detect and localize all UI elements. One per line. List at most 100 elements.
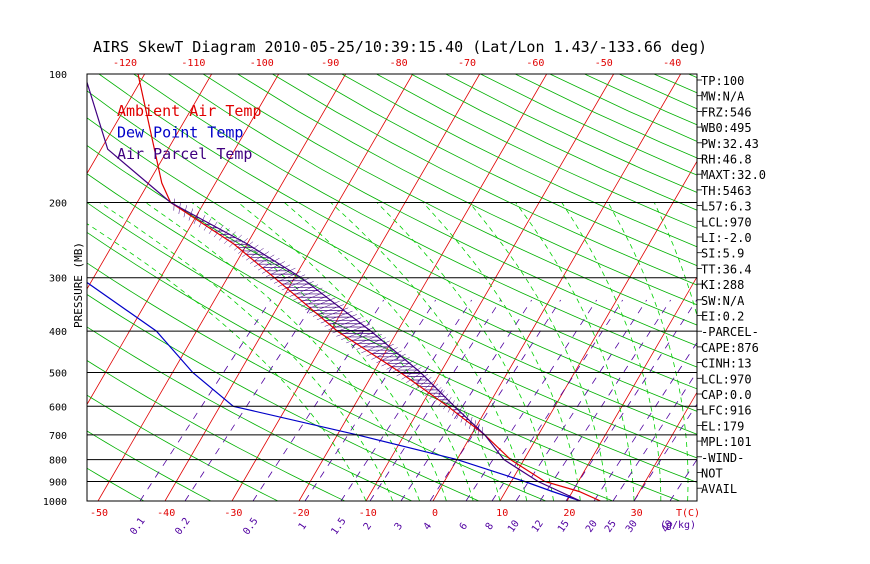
pressure-tick-label: 100: [49, 70, 67, 81]
pressure-tick-label: 600: [49, 402, 67, 413]
index-label: MPL:101: [701, 435, 752, 449]
top-temp-tick-label: -60: [526, 58, 544, 69]
y-axis-label: PRESSURE (MB): [72, 242, 85, 328]
index-label: LCL:970: [701, 372, 752, 386]
isotherm-line: [366, 74, 614, 501]
index-label: NOT: [701, 467, 723, 481]
index-label: RH:46.8: [701, 153, 752, 167]
top-temp-tick-label: -90: [321, 58, 339, 69]
mixing-ratio-line: [370, 300, 501, 501]
bottom-temp-tick-label: -10: [359, 508, 377, 519]
index-label: MAXT:32.0: [701, 168, 766, 182]
index-label: CAP:0.0: [701, 388, 752, 402]
mixing-ratio-label: 0.5: [241, 516, 260, 537]
top-temp-tick-label: -40: [663, 58, 681, 69]
pressure-tick-label: 1000: [43, 497, 67, 508]
dry-adiabat-line: [793, 74, 870, 501]
pressure-tick-label: 500: [49, 368, 67, 379]
dry-adiabat-line: [272, 74, 870, 501]
mixing-ratio-label: 15: [556, 518, 572, 534]
moist-adiabat-line: [516, 203, 634, 502]
index-label: KI:288: [701, 278, 744, 292]
isotherm-line: [768, 74, 870, 501]
index-label: SW:N/A: [701, 294, 745, 308]
index-label: EI:0.2: [701, 310, 744, 324]
moist-adiabat-line: [331, 203, 527, 502]
mixing-ratio-label: 20: [584, 518, 600, 534]
mixing-ratio-label: 30: [624, 518, 640, 534]
index-label: AVAIL: [701, 482, 737, 496]
index-label: TP:100: [701, 74, 744, 88]
isotherm-line: [567, 74, 815, 501]
mixing-ratio-label: 12: [530, 518, 546, 534]
index-label: WB0:495: [701, 121, 752, 135]
mixing-ratio-line: [516, 300, 647, 501]
bottom-temp-tick-label: -50: [90, 508, 108, 519]
isotherm-line: [835, 74, 870, 501]
dry-adiabat-line: [0, 74, 747, 501]
index-label: CINH:13: [701, 357, 752, 371]
moist-adiabat-line: [53, 203, 366, 502]
bottom-temp-tick-label: -40: [157, 508, 175, 519]
index-label: PW:32.43: [701, 137, 759, 151]
dry-adiabat-line: [377, 74, 870, 501]
mixing-ratio-line: [185, 300, 316, 501]
chart-title: AIRS SkewT Diagram 2010-05-25/10:39:15.4…: [93, 38, 707, 56]
bottom-temp-tick-label: 20: [563, 508, 575, 519]
dry-adiabat-line: [307, 74, 870, 501]
top-temp-tick-label: -80: [390, 58, 408, 69]
index-label: LFC:916: [701, 404, 752, 418]
index-label: TT:36.4: [701, 262, 752, 276]
index-label: FRZ:546: [701, 105, 752, 119]
moist-adiabat-line: [377, 203, 554, 502]
moist-adiabat-line: [192, 203, 446, 502]
index-label: MW:N/A: [701, 90, 745, 104]
mixing-ratio-label: 1: [297, 521, 309, 532]
legend-label: Ambient Air Temp: [117, 102, 262, 120]
dry-adiabat-line: [515, 74, 870, 501]
dry-adiabat-line: [134, 74, 870, 501]
index-label: -WIND-: [701, 451, 744, 465]
bottom-temp-tick-label: -30: [224, 508, 242, 519]
bottom-temp-tick-label: -20: [292, 508, 310, 519]
dry-adiabat-line: [168, 74, 870, 501]
mixing-ratio-label: 6: [458, 521, 470, 532]
moist-adiabat-line: [238, 203, 473, 502]
index-label: TH:5463: [701, 184, 752, 198]
legend-label: Dew Point Temp: [117, 124, 243, 142]
pressure-tick-label: 800: [49, 456, 67, 467]
pressure-tick-label: 300: [49, 274, 67, 285]
top-temp-tick-label: -110: [181, 58, 205, 69]
mixing-ratio-line: [401, 300, 532, 501]
index-label: CAPE:876: [701, 341, 759, 355]
pressure-tick-label: 700: [49, 431, 67, 442]
bottom-temp-tick-label: 0: [432, 508, 438, 519]
index-label: L57:6.3: [701, 200, 752, 214]
index-label: -PARCEL-: [701, 325, 759, 339]
moist-adiabat-line: [562, 203, 661, 502]
mixing-ratio-label: 3: [393, 521, 405, 532]
bottom-temp-tick-label: 30: [631, 508, 643, 519]
top-temp-tick-label: -120: [113, 58, 137, 69]
mixing-ratio-unit: (g/kg): [660, 520, 696, 531]
mixing-ratio-line: [430, 300, 561, 501]
pressure-tick-label: 400: [49, 327, 67, 338]
mixing-ratio-label: 2: [362, 521, 374, 532]
mixing-ratio-label: 4: [422, 521, 434, 532]
top-temp-tick-label: -100: [250, 58, 274, 69]
pressure-tick-label: 200: [49, 199, 67, 210]
temp-unit-label: T(C): [676, 508, 700, 519]
isotherm-line: [0, 74, 11, 501]
mixing-ratio-label: 25: [603, 518, 619, 534]
mixing-ratio-label: 10: [506, 518, 522, 534]
dry-adiabat-line: [758, 74, 870, 501]
dry-adiabat-line: [238, 74, 870, 501]
index-label: EL:179: [701, 419, 744, 433]
bottom-temp-tick-label: 10: [496, 508, 508, 519]
mixing-ratio-label: 0.1: [128, 516, 147, 537]
moist-adiabat-line: [608, 203, 688, 502]
